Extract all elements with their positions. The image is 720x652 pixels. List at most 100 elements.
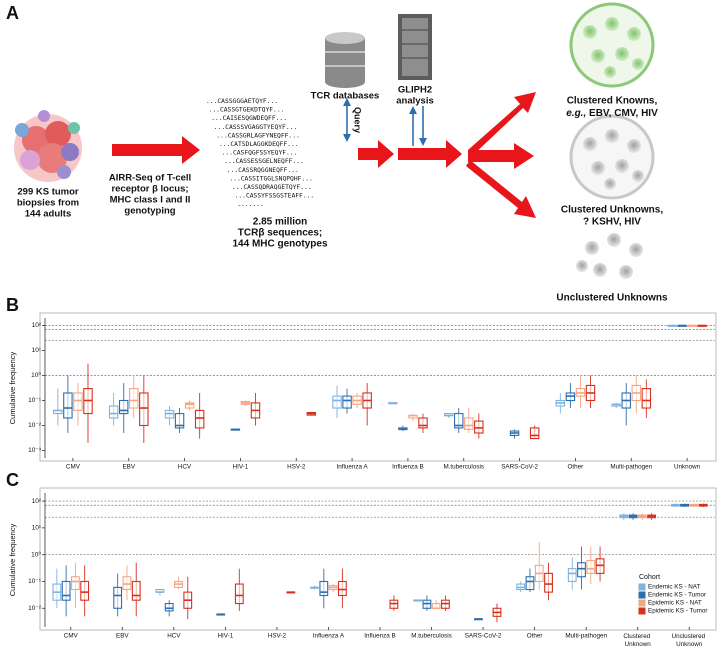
y-tick-label: 10⁻¹ [28, 578, 42, 585]
x-tick-label: Unknown [674, 464, 701, 471]
y-tick-label: 10¹ [32, 347, 42, 354]
x-tick-label: SARS-CoV-2 [465, 633, 502, 640]
box [342, 395, 352, 409]
x-tick-label: EBV [122, 464, 135, 471]
summary-line: 144 MHC genotypes [232, 239, 327, 250]
box [194, 409, 205, 429]
arrow [112, 136, 200, 164]
sequence-line: ...CASSQDRAQGETQYF... [232, 184, 312, 191]
x-tick-label: HSV-2 [287, 464, 306, 471]
box [641, 388, 652, 409]
y-tick-label: 10¹ [32, 525, 42, 532]
sequence-line: ...CASSGTGEKDTQYF... [209, 107, 285, 114]
x-tick-label: Clustered Unknown [623, 633, 652, 648]
box [529, 427, 540, 440]
legend-swatch [638, 607, 646, 615]
legend-label: Endemic KS - Tumor [648, 592, 706, 599]
sequence-line: ...CATSDLAGGKDEQFF... [219, 141, 299, 148]
sequence-line: ...CASSGGGAETQYF... [206, 98, 278, 105]
box [464, 417, 474, 430]
x-tick-label: Influenza B [392, 464, 424, 471]
y-tick-label: 10⁻² [28, 605, 42, 612]
source-line: biopsies from [17, 198, 79, 209]
sequence-line: ...CASSRQGGNEQFF... [227, 167, 299, 174]
x-tick-label: M.tuberculosis [443, 464, 484, 471]
arrow [468, 92, 536, 156]
legend-label: Epidemic KS - Tumor [648, 608, 708, 615]
label-line: Unknown [676, 641, 703, 648]
x-tick-label: HCV [178, 464, 192, 471]
y-tick-label: 10⁰ [31, 371, 41, 379]
clustered-unknowns-line: ? KSHV, HIV [583, 217, 641, 228]
database-icon [325, 32, 365, 88]
box [61, 580, 71, 601]
label-line: Clustered [623, 633, 652, 640]
legend-title: Cohort [639, 574, 660, 581]
y-tick-label: 10⁻² [28, 422, 42, 429]
box [525, 576, 535, 591]
panel-frame [39, 487, 717, 631]
source-line: 299 KS tumor [17, 187, 79, 198]
x-tick-label: HIV-1 [218, 633, 234, 640]
box [164, 602, 174, 612]
legend-label: Epidemic KS - NAT [648, 600, 702, 607]
x-tick-label: HIV-1 [233, 464, 249, 471]
y-axis-label: Cumulative frequency [8, 351, 17, 424]
assay-line: genotyping [124, 206, 175, 217]
box [418, 417, 428, 429]
box [80, 580, 90, 601]
legend-swatch [638, 591, 646, 599]
sequence-line: ...CAISESQGWDEQFF... [211, 115, 287, 122]
panel-frame [39, 312, 717, 462]
text-span: EBV, CMV, HIV [586, 108, 658, 119]
box [319, 580, 329, 597]
query-label: Query [353, 107, 363, 133]
assay-line: receptor β locus; [111, 184, 188, 195]
x-tick-label: HCV [167, 633, 181, 640]
legend-swatch [638, 583, 646, 591]
box [122, 576, 132, 591]
box [139, 392, 149, 427]
analysis-line: analysis [396, 96, 434, 107]
x-tick-label: Other [527, 633, 543, 640]
panel-label: A [6, 3, 19, 23]
legend-label: Endemic KS - NAT [648, 584, 701, 591]
y-tick-label: 10⁻³ [28, 447, 42, 454]
clustered-unknowns-icon [569, 114, 655, 200]
box [567, 568, 577, 583]
x-tick-label: Unclustered Unknown [672, 633, 707, 648]
box [73, 392, 83, 411]
box [70, 576, 80, 591]
arrow [398, 140, 462, 168]
summary-line: TCRβ sequences; [238, 228, 322, 239]
server-icon [398, 14, 432, 80]
source-line: 144 adults [25, 209, 71, 220]
x-tick-label: SARS-CoV-2 [501, 464, 538, 471]
box [332, 395, 342, 409]
arrow [468, 143, 534, 169]
clustered-knowns-line: e.g., EBV, CMV, HIV [566, 108, 658, 119]
x-tick-label: Multi-pathogen [610, 464, 652, 471]
box [577, 562, 586, 578]
assay-line: AIRR-Seq of T-cell [109, 173, 191, 184]
summary-line: 2.85 million [253, 217, 307, 228]
box [129, 388, 139, 409]
box [118, 399, 129, 415]
box [108, 405, 119, 419]
x-tick-label: EBV [116, 633, 129, 640]
label-line: Unknown [625, 641, 652, 648]
box [63, 392, 73, 419]
y-tick-label: 10⁻¹ [28, 397, 42, 404]
box [184, 402, 195, 409]
box [474, 420, 484, 434]
sequence-line: ....... [237, 201, 264, 208]
x-tick-label: M.tuberculosis [411, 633, 452, 640]
x-tick-label: CMV [64, 633, 79, 640]
y-axis-label: Cumulative frequency [8, 523, 17, 596]
database-label: TCR databases [311, 91, 380, 102]
clustered-knowns-line: Clustered Knowns, [567, 96, 658, 107]
sequence-line: ...CASSGRLAGFYNEQFF... [216, 132, 299, 139]
x-tick-label: HSV-2 [268, 633, 287, 640]
x-tick-label: CMV [66, 464, 81, 471]
